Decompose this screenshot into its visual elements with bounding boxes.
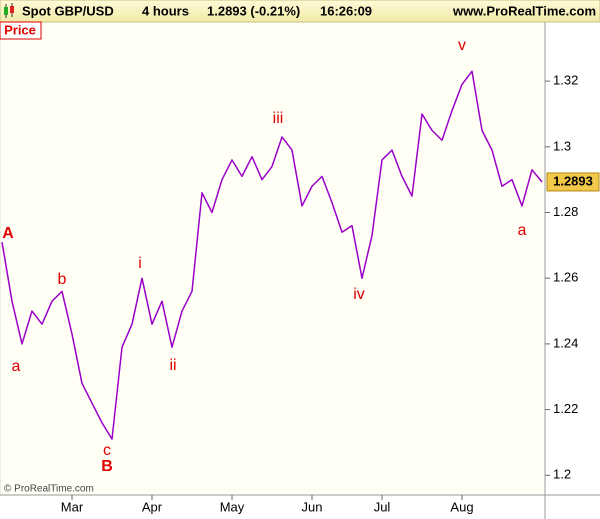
symbol: Spot GBP/USD: [22, 3, 114, 18]
x-tick-label: Jun: [302, 499, 323, 514]
y-tick-label: 1.2: [553, 467, 571, 482]
chart-title: Price: [4, 22, 36, 37]
header-icon: [4, 3, 14, 18]
wave-label: c: [103, 442, 111, 459]
period: 4 hours: [142, 3, 189, 18]
wave-label: v: [458, 37, 466, 54]
wave-label: B: [101, 458, 113, 475]
site: www.ProRealTime.com: [452, 3, 596, 18]
wave-label: iv: [353, 286, 365, 303]
wave-label: iii: [273, 110, 284, 127]
y-tick-label: 1.26: [553, 270, 578, 285]
x-tick-label: Apr: [142, 499, 163, 514]
y-tick-label: 1.32: [553, 73, 578, 88]
plot-area: [0, 21, 546, 496]
wave-label: ii: [169, 357, 176, 374]
time: 16:26:09: [320, 3, 372, 18]
quote: 1.2893 (-0.21%): [207, 3, 300, 18]
x-tick-label: Mar: [61, 499, 84, 514]
last-value-label: 1.2893: [553, 173, 593, 188]
wave-label: a: [12, 358, 21, 375]
y-tick-label: 1.22: [553, 401, 578, 416]
price-line: [1, 70, 543, 440]
title-box: [0, 21, 42, 40]
wave-label: i: [138, 255, 142, 272]
x-axis-area: [0, 495, 600, 519]
x-tick-label: May: [220, 499, 245, 514]
y-tick-label: 1.24: [553, 335, 578, 350]
y-tick-label: 1.28: [553, 204, 578, 219]
y-tick-label: 1.3: [553, 138, 571, 153]
copyright: © ProRealTime.com: [4, 484, 94, 495]
wave-label: A: [2, 225, 14, 242]
last-value-box: [546, 172, 600, 192]
header-bar: [0, 0, 600, 23]
x-tick-label: Aug: [450, 499, 473, 514]
wave-label: a: [518, 222, 527, 239]
y-axis-area: [545, 22, 600, 495]
x-tick-label: Jul: [374, 499, 391, 514]
wave-label: b: [58, 271, 67, 288]
